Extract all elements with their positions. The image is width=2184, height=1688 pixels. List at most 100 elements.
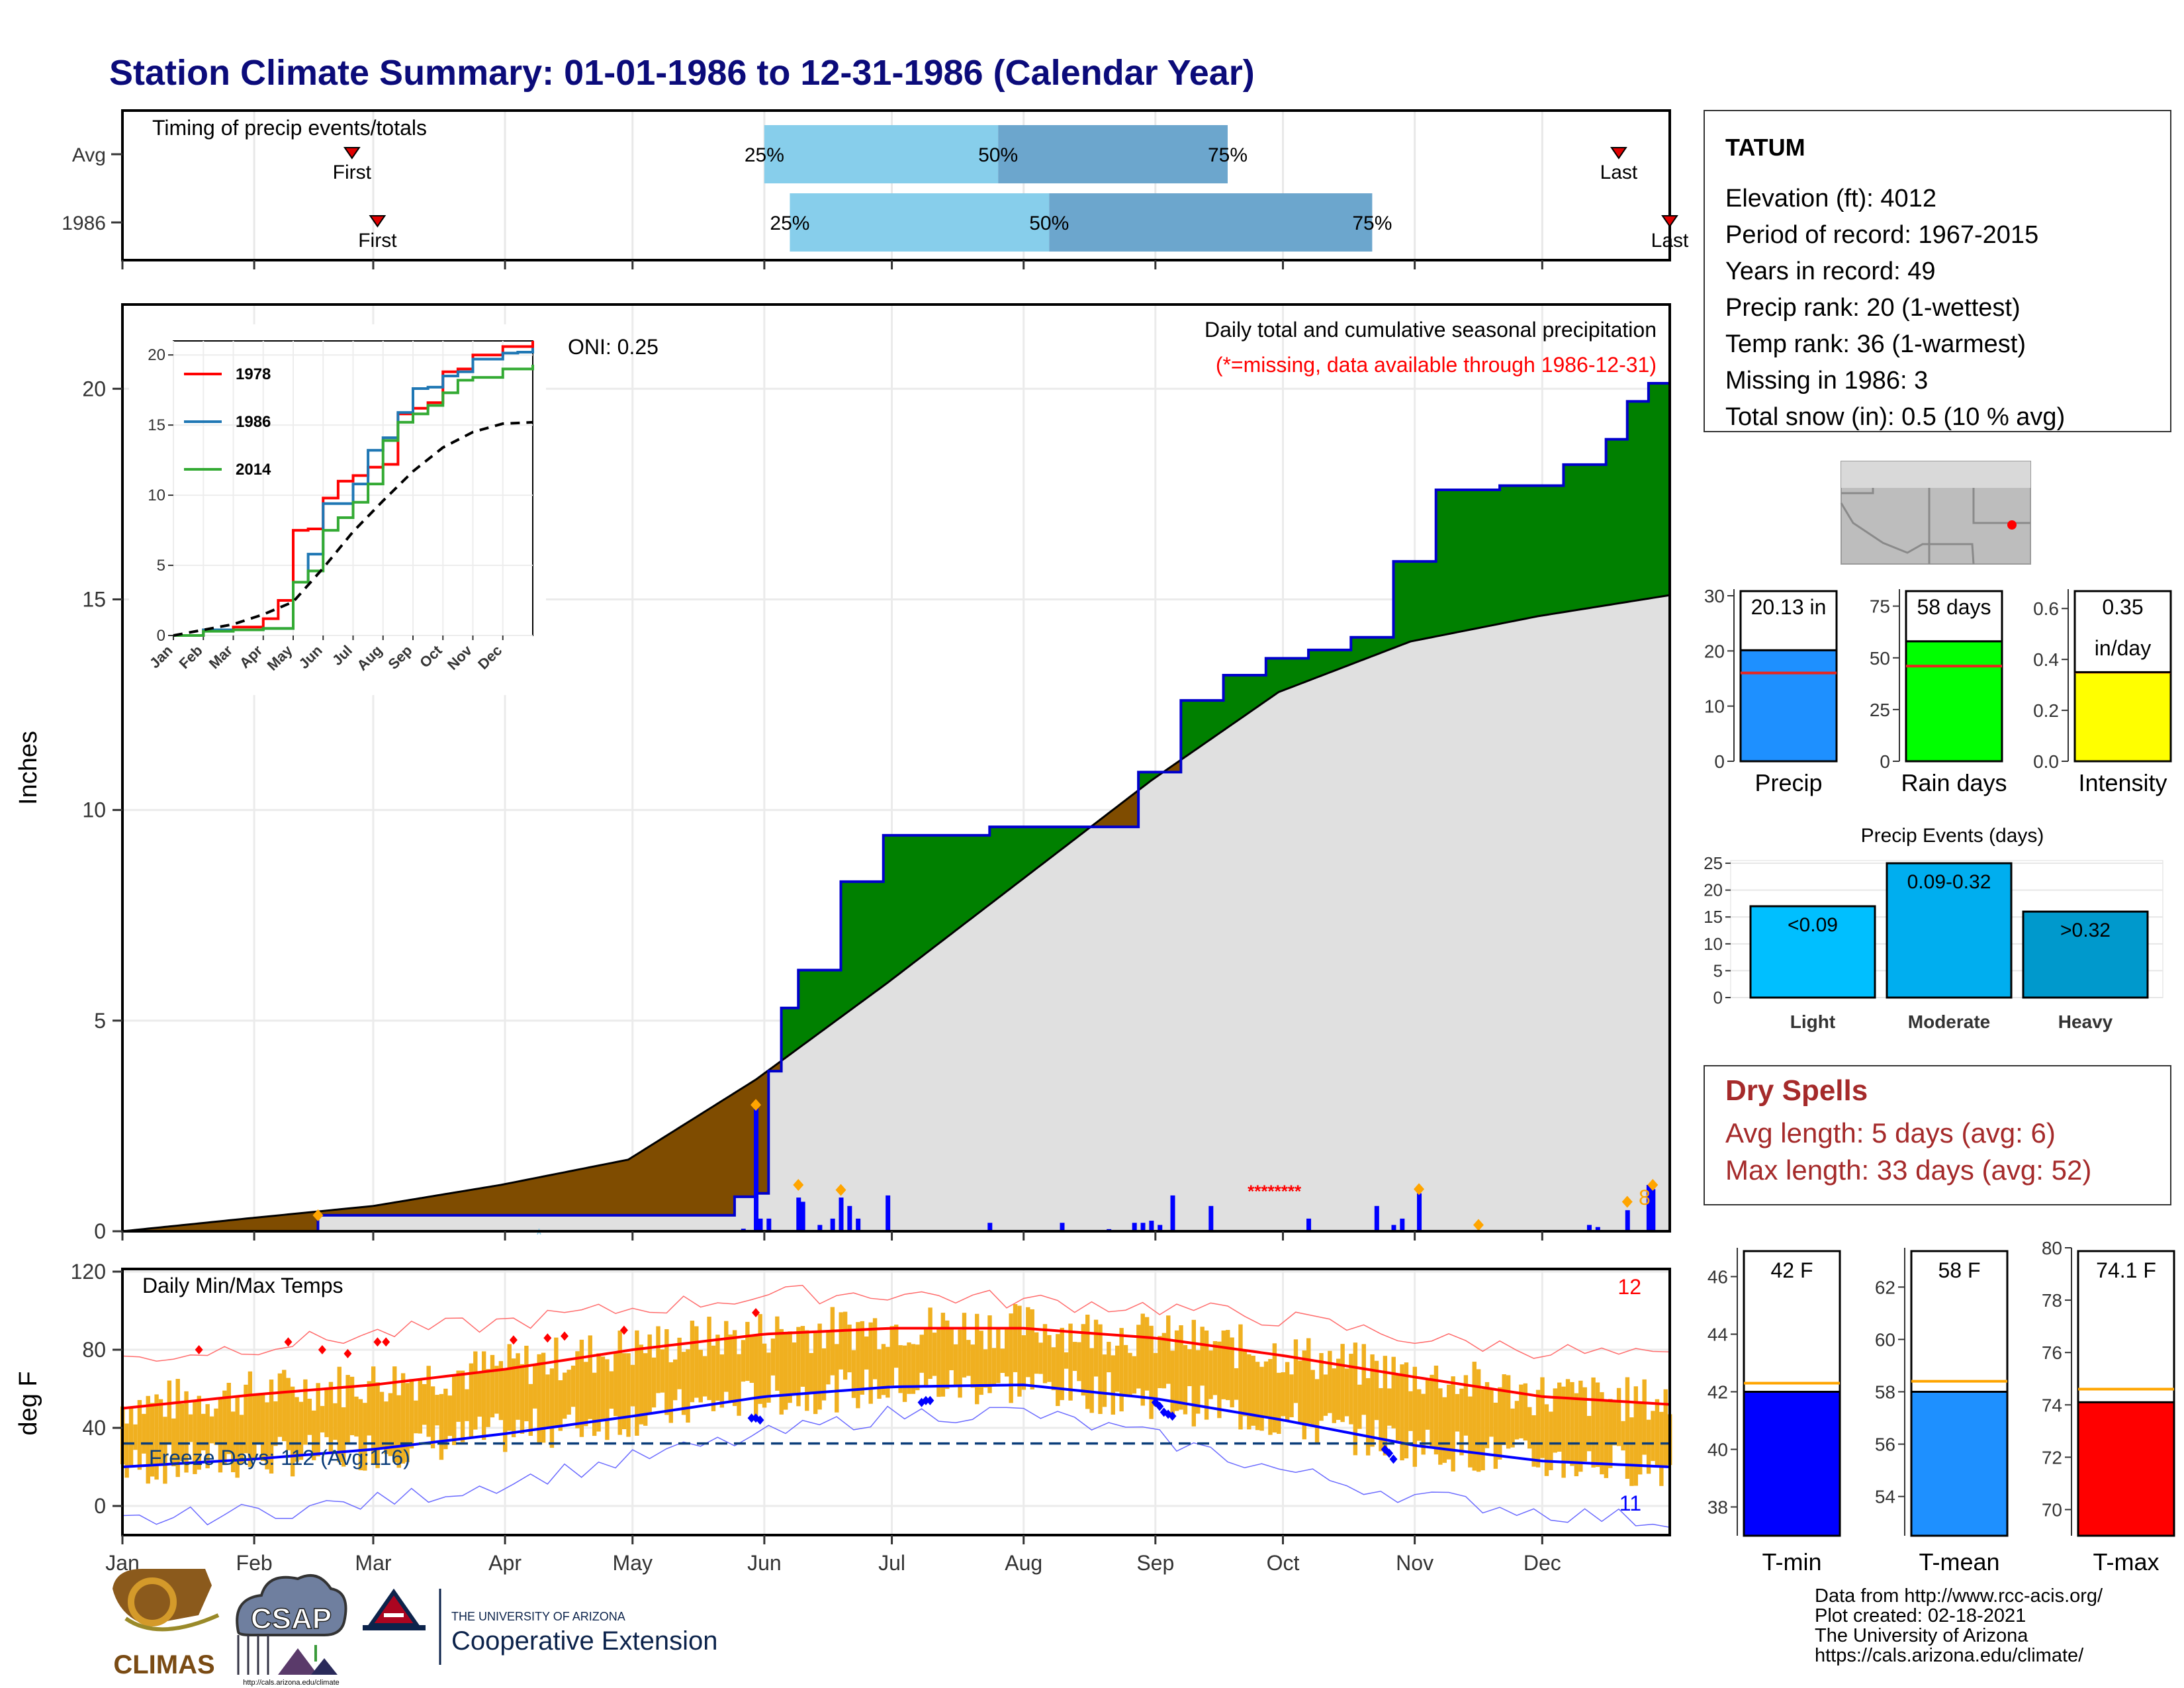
- tbar-name: T-min: [1762, 1548, 1822, 1575]
- daily-temp-bar: [396, 1395, 401, 1468]
- temp-ytick-label: 0: [94, 1494, 106, 1518]
- daily-temp-bar: [239, 1415, 244, 1464]
- events-bar-name: Heavy: [2058, 1011, 2113, 1032]
- daily-temp-bar: [979, 1331, 983, 1395]
- daily-temp-bar: [626, 1353, 631, 1437]
- daily-temp-bar: [1480, 1389, 1485, 1471]
- daily-temp-bar: [150, 1403, 155, 1477]
- daily-temp-bar: [465, 1389, 469, 1421]
- daily-temp-bar: [1204, 1330, 1209, 1420]
- precip-event-marker: [751, 1099, 762, 1111]
- daily-temp-bar: [1553, 1388, 1557, 1453]
- tbar-ytick-label: 46: [1707, 1267, 1728, 1288]
- tbar-ytick-label: 40: [1707, 1440, 1728, 1460]
- daily-temp-bar: [1523, 1383, 1528, 1441]
- daily-temp-bar: [898, 1345, 903, 1393]
- precip-event-marker: [1414, 1183, 1425, 1196]
- daily-temp-bar: [1170, 1350, 1175, 1416]
- inset-ytick-label: 0: [157, 627, 165, 645]
- inset-avg-line: [173, 420, 533, 637]
- tbar-ytick-label: 60: [1875, 1329, 1895, 1350]
- summary-ytick-label: 30: [1704, 586, 1725, 606]
- timing-last-marker: [1610, 147, 1627, 160]
- daily-precip-bar: [766, 1218, 772, 1231]
- daily-temp-bar: [1472, 1362, 1477, 1471]
- daily-temp-bar: [337, 1366, 341, 1462]
- precip-missing-note: (*=missing, data available through 1986-…: [1216, 353, 1657, 377]
- footer-credit-line: https://cals.arizona.edu/climate/: [1815, 1645, 2084, 1666]
- daily-temp-bar: [1281, 1372, 1285, 1417]
- daily-temp-bar: [524, 1345, 529, 1422]
- daily-temp-bar: [567, 1370, 571, 1415]
- daily-temp-bar: [1026, 1307, 1030, 1378]
- daily-temp-bar: [770, 1338, 776, 1376]
- daily-temp-bar: [940, 1313, 946, 1397]
- locator-map: [1840, 461, 2031, 565]
- daily-temp-bar: [333, 1403, 338, 1440]
- daily-temp-bar: [1272, 1343, 1277, 1433]
- daily-temp-bar: [1302, 1350, 1307, 1440]
- tbar-ytick-label: 38: [1707, 1497, 1728, 1518]
- daily-temp-bar: [1527, 1407, 1532, 1449]
- timing-last-marker: [1661, 215, 1678, 228]
- timing-panel: Timing of precip events/totals Avg 25% 50%…: [62, 109, 1689, 269]
- daily-temp-bar: [528, 1383, 533, 1436]
- tbar-ytick-label: 74: [2042, 1395, 2062, 1415]
- daily-temp-bar: [324, 1388, 329, 1438]
- daily-temp-bar: [889, 1326, 894, 1385]
- daily-temp-bar: [762, 1343, 767, 1408]
- precip-note: Daily total and cumulative seasonal prec…: [1205, 318, 1657, 342]
- daily-temp-bar: [481, 1351, 486, 1440]
- footer-credit-line: Data from http://www.rcc-acis.org/: [1815, 1585, 2103, 1607]
- daily-temp-bar: [1200, 1327, 1205, 1386]
- daily-temp-bar: [367, 1381, 371, 1436]
- daily-precip-bar: [1132, 1223, 1137, 1231]
- daily-temp-bar: [817, 1323, 822, 1410]
- daily-temp-bar: [851, 1350, 856, 1398]
- daily-temp-bar: [503, 1370, 508, 1452]
- daily-temp-bar: [1111, 1355, 1115, 1415]
- daily-temp-bar: [1433, 1366, 1439, 1455]
- daily-temp-bar: [1549, 1411, 1553, 1470]
- inset-ytick-label: 10: [148, 487, 165, 504]
- events-title: Precip Events (days): [1861, 825, 2044, 847]
- daily-temp-bar: [1633, 1386, 1639, 1486]
- daily-temp-bar: [1531, 1415, 1536, 1467]
- precip-ytick-label: 15: [82, 587, 106, 611]
- daily-temp-bar: [137, 1399, 142, 1470]
- daily-temp-bar: [422, 1383, 427, 1425]
- daily-precip-bar: [1625, 1210, 1630, 1231]
- daily-temp-bar: [400, 1373, 406, 1464]
- daily-temp-bar: [758, 1314, 762, 1404]
- events-bar: [1749, 905, 1876, 999]
- summary-bar-name: Precip: [1754, 769, 1822, 796]
- daily-temp-bar: [1557, 1382, 1562, 1452]
- daily-precip-bar: [1595, 1227, 1600, 1231]
- daily-temp-bar: [554, 1337, 559, 1427]
- daily-temp-bar: [681, 1352, 686, 1415]
- daily-temp-bar: [877, 1349, 882, 1399]
- daily-temp-bar: [1017, 1305, 1022, 1397]
- daily-temp-bar: [248, 1371, 253, 1467]
- daily-temp-bar: [621, 1353, 627, 1430]
- daily-temp-bar: [1357, 1384, 1362, 1429]
- daily-temp-bar: [494, 1366, 499, 1414]
- daily-precip-bar: [1149, 1221, 1154, 1231]
- daily-temp-bar: [635, 1330, 639, 1436]
- daily-temp-bar: [163, 1417, 167, 1484]
- daily-temp-bar: [1144, 1317, 1150, 1391]
- daily-temp-bar: [384, 1401, 388, 1454]
- daily-temp-bar: [1374, 1360, 1379, 1421]
- daily-temp-bar: [1196, 1350, 1201, 1414]
- daily-temp-bar: [269, 1379, 274, 1474]
- inset-legend-label: 2014: [236, 461, 271, 479]
- daily-temp-bar: [273, 1401, 278, 1446]
- daily-temp-bar: [1638, 1401, 1643, 1475]
- daily-temp-bar: [886, 1346, 890, 1398]
- daily-temp-bar: [1217, 1341, 1222, 1419]
- daily-temp-bar: [754, 1335, 758, 1416]
- daily-temp-bar: [549, 1368, 555, 1448]
- daily-temp-bar: [975, 1313, 979, 1405]
- oni-label: ONI: 0.25: [568, 335, 659, 359]
- daily-temp-bar: [1361, 1344, 1366, 1415]
